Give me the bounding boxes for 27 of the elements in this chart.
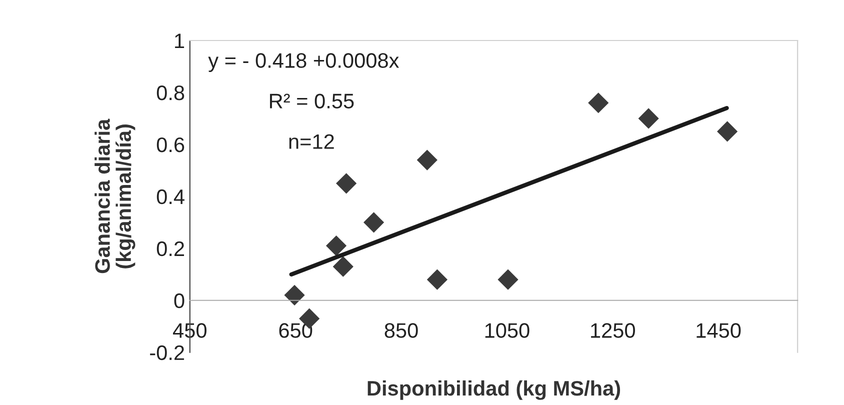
point (717, 121, 738, 142)
y-axis-title: Ganancia diaria (kg/animal/día) (94, 118, 136, 274)
x-tick-label: 1450 (696, 323, 741, 338)
point (638, 108, 659, 129)
point (284, 284, 305, 306)
y-tick-label: 0.4 (156, 189, 184, 204)
point (588, 92, 609, 114)
annotation: n=12 (289, 134, 334, 149)
y-tick-label: 0 (174, 293, 184, 308)
point (336, 173, 357, 194)
point (416, 150, 438, 170)
x-tick-label: 1050 (485, 323, 530, 338)
annotation: y = - 0.418 +0.0008x (208, 53, 400, 72)
y-tick-label: -0.2 (150, 345, 184, 360)
y-tick-label: 0.2 (156, 241, 184, 256)
point (498, 269, 518, 290)
y-tick-label: 0.8 (156, 85, 184, 100)
point (332, 256, 354, 277)
y-tick-label: 1 (175, 34, 184, 48)
x-axis-title: Disponibilidad (kg MS/ha) (368, 380, 620, 400)
x-tick-label: 850 (384, 323, 418, 338)
point (426, 269, 448, 290)
point (326, 236, 347, 256)
annotation: R² = 0.55 (270, 94, 354, 108)
y-tick-label: 0.6 (156, 137, 184, 152)
x-tick-label: 1250 (591, 323, 635, 338)
point (363, 212, 384, 233)
